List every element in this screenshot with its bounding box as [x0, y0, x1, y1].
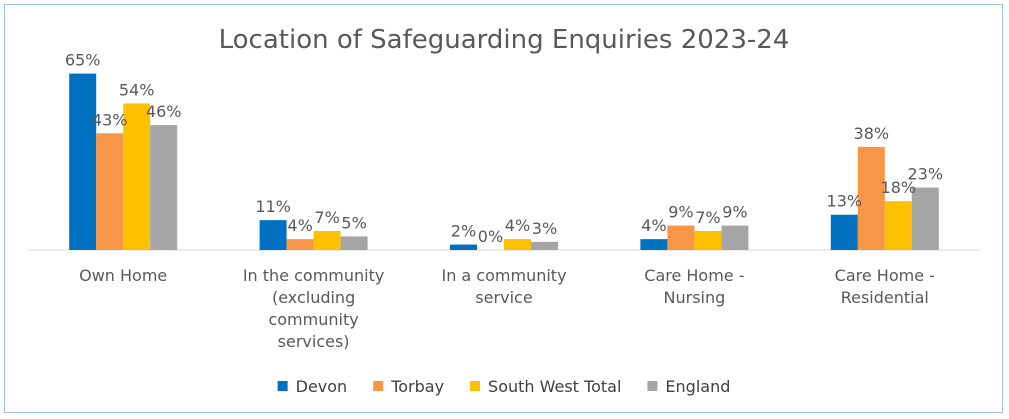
category-label-2: In a community service — [441, 266, 566, 307]
category-label-0: Own Home — [79, 266, 167, 285]
bar-devon-1 — [259, 220, 287, 250]
bar-torbay-1 — [286, 239, 314, 250]
bar-torbay-0 — [96, 133, 124, 250]
chart-title: Location of Safeguarding Enquiries 2023-… — [219, 25, 790, 55]
data-label-england-3: 9% — [722, 203, 747, 222]
legend-label-england: England — [665, 377, 730, 396]
data-label-england-2: 3% — [532, 219, 557, 238]
data-label-torbay-0: 43% — [92, 110, 128, 129]
legend-swatch-england — [647, 381, 658, 391]
category-label-3: Care Home -Nursing — [644, 266, 744, 307]
data-label-england-0: 46% — [146, 102, 182, 121]
legend-swatch-south-west-total — [470, 381, 481, 391]
legend-swatch-devon — [277, 381, 288, 391]
bar-devon-0 — [69, 73, 97, 250]
bar-torbay-4 — [857, 146, 885, 250]
data-label-south-west-total-0: 54% — [119, 80, 155, 99]
data-label-devon-0: 65% — [65, 51, 101, 70]
bar-england-3 — [721, 225, 749, 250]
legend: Devon Torbay South West Total England — [277, 377, 730, 396]
data-label-south-west-total-2: 4% — [505, 216, 530, 235]
data-label-devon-3: 4% — [641, 216, 666, 235]
bar-devon-3 — [640, 239, 668, 250]
bars-group — [69, 73, 939, 250]
legend-swatch-torbay — [373, 381, 384, 391]
bar-england-2 — [531, 241, 558, 250]
bar-south-west-total-3 — [694, 231, 722, 250]
bar-south-west-total-0 — [123, 103, 151, 250]
data-label-south-west-total-1: 7% — [314, 208, 339, 227]
bar-england-0 — [150, 125, 178, 250]
legend-label-devon: Devon — [296, 377, 348, 396]
category-label-1: In the community (excluding community servi… — [243, 266, 385, 351]
data-label-torbay-2: 0% — [478, 227, 503, 246]
bar-south-west-total-4 — [884, 201, 912, 250]
data-label-england-1: 5% — [341, 213, 366, 232]
bar-devon-4 — [830, 214, 858, 250]
data-label-devon-2: 2% — [451, 222, 476, 241]
data-label-south-west-total-3: 7% — [695, 208, 720, 227]
data-label-devon-4: 13% — [827, 192, 863, 211]
bar-south-west-total-2 — [504, 239, 531, 250]
data-label-south-west-total-4: 18% — [881, 178, 917, 197]
category-label-4: Care Home -Residential — [835, 266, 935, 307]
bar-england-4 — [911, 187, 939, 250]
data-label-torbay-1: 4% — [287, 216, 312, 235]
data-label-torbay-4: 38% — [854, 124, 890, 143]
category-labels-group: Own Home In the community (excluding commun… — [79, 266, 935, 351]
data-labels-group: 65%43%54%46%11%4% 7% 5% 2% 0%4% 3% 4%9% 7% 9%13%… — [65, 51, 943, 246]
data-label-england-4: 23% — [908, 165, 944, 184]
bar-england-1 — [340, 236, 368, 250]
legend-label-torbay: Torbay — [390, 377, 444, 396]
data-label-torbay-3: 9% — [668, 203, 693, 222]
legend-label-south-west-total: South West Total — [488, 377, 621, 396]
bar-torbay-3 — [667, 225, 695, 250]
bar-south-west-total-1 — [313, 231, 341, 250]
data-label-devon-1: 11% — [255, 197, 291, 216]
bar-devon-2 — [450, 244, 477, 250]
